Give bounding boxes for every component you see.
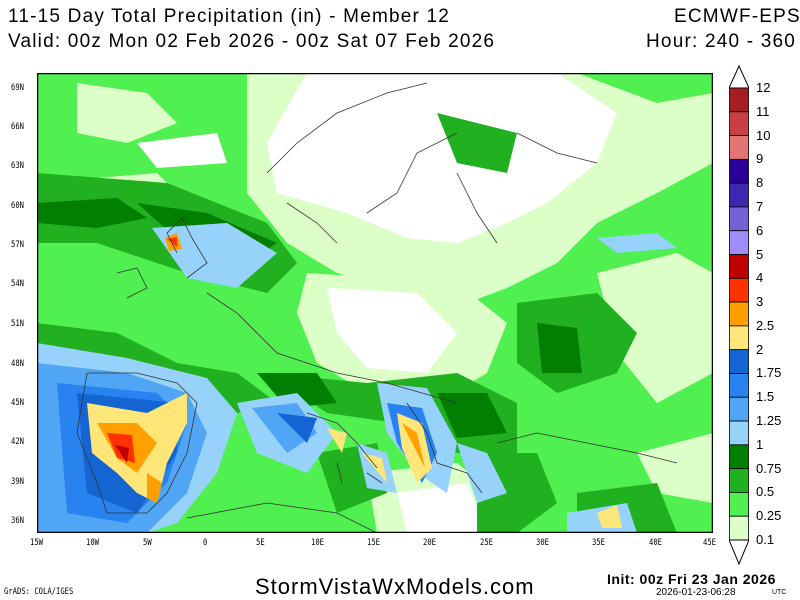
- colorbar-label: 6: [756, 222, 764, 238]
- colorbar-min-arrow: [729, 539, 749, 566]
- precip-field: [37, 73, 713, 533]
- lat-label: 42N: [11, 437, 25, 447]
- map-title: 11-15 Day Total Precipitation (in) - Mem…: [8, 6, 451, 27]
- lat-label: 45N: [11, 398, 25, 408]
- colorbar-label: 1: [756, 436, 764, 452]
- site-name: StormVistaWxModels.com: [255, 574, 535, 599]
- init-time: Init: 00z Fri 23 Jan 2026: [607, 571, 776, 587]
- lat-label: 63N: [11, 161, 25, 171]
- colorbar-swatch: [729, 396, 749, 422]
- map-frame: [37, 73, 713, 533]
- colorbar-label: 0.5: [756, 484, 775, 500]
- colorbar-swatch: [729, 206, 749, 232]
- colorbar-swatch: [729, 349, 749, 374]
- colorbar-label: 3: [756, 294, 764, 310]
- colorbar-label: 12: [756, 80, 771, 95]
- colorbar-max-arrow: [729, 64, 749, 89]
- colorbar-swatch: [729, 325, 749, 351]
- forecast-hours: Hour: 240 - 360: [646, 31, 797, 52]
- colorbar-swatch: [729, 301, 749, 327]
- grads-credit: GrADS: COLA/IGES: [4, 587, 74, 597]
- colorbar-label: 0.25: [756, 508, 782, 524]
- lat-label: 54N: [11, 279, 25, 289]
- lon-label: 5W: [143, 538, 152, 548]
- lon-label: 5E: [256, 538, 265, 548]
- colorbar-label: 2.5: [756, 317, 775, 333]
- colorbar-label: 2: [756, 341, 764, 357]
- lon-label: 10W: [86, 538, 100, 548]
- lon-label: 35E: [592, 538, 606, 548]
- lat-label: 60N: [11, 201, 25, 211]
- lon-label: 20E: [423, 538, 437, 548]
- created-timestamp: 2026-01-23-06:28: [656, 587, 736, 598]
- colorbar-label: 1.5: [756, 389, 775, 405]
- colorbar-swatch: [729, 444, 749, 470]
- lat-label: 57N: [11, 240, 25, 250]
- colorbar-label: 9: [756, 151, 764, 167]
- colorbar-label: 0.1: [756, 532, 775, 547]
- colorbar-swatch: [729, 468, 749, 493]
- lon-label: 10E: [311, 538, 325, 548]
- colorbar-label: 7: [756, 198, 764, 214]
- colorbar-swatch: [729, 515, 749, 541]
- colorbar-swatch: [729, 420, 749, 446]
- lon-label: 15W: [30, 538, 44, 548]
- lon-label: 0: [203, 538, 208, 548]
- lon-label: 25E: [480, 538, 494, 548]
- lat-label: 36N: [11, 516, 25, 526]
- colorbar-swatch: [729, 158, 749, 184]
- colorbar-swatch: [729, 373, 749, 398]
- lon-label: 30E: [536, 538, 550, 548]
- colorbar-label: 4: [756, 270, 764, 286]
- coastlines: [76, 82, 678, 533]
- colorbar-swatch: [729, 111, 749, 136]
- colorbar-swatch: [729, 87, 749, 113]
- lon-label: 45E: [703, 538, 717, 548]
- colorbar-swatch: [729, 182, 749, 208]
- lon-label: 15E: [367, 538, 381, 548]
- colorbar-label: 8: [756, 175, 764, 191]
- colorbar-label: 5: [756, 246, 764, 262]
- colorbar-swatch: [729, 135, 749, 160]
- colorbar-label: 11: [756, 103, 770, 119]
- colorbar-swatch: [729, 254, 749, 279]
- lat-label: 69N: [11, 83, 25, 93]
- lat-label: 66N: [11, 122, 25, 132]
- utc-label: UTC: [772, 589, 787, 596]
- precipitation-map: [37, 73, 713, 533]
- lat-label: 51N: [11, 319, 25, 329]
- colorbar-label: 1.75: [756, 365, 782, 381]
- colorbar-swatch: [729, 492, 749, 517]
- model-name: ECMWF-EPS: [674, 6, 800, 27]
- lat-label: 39N: [11, 477, 25, 487]
- colorbar-label: 10: [756, 127, 771, 143]
- lon-label: 40E: [649, 538, 663, 548]
- colorbar-label: 0.75: [756, 460, 782, 476]
- colorbar-swatch: [729, 230, 749, 255]
- valid-period: Valid: 00z Mon 02 Feb 2026 - 00z Sat 07 …: [8, 31, 496, 52]
- colorbar: [729, 64, 749, 566]
- colorbar-swatch: [729, 277, 749, 303]
- lat-label: 48N: [11, 359, 25, 369]
- colorbar-label: 1.25: [756, 413, 782, 429]
